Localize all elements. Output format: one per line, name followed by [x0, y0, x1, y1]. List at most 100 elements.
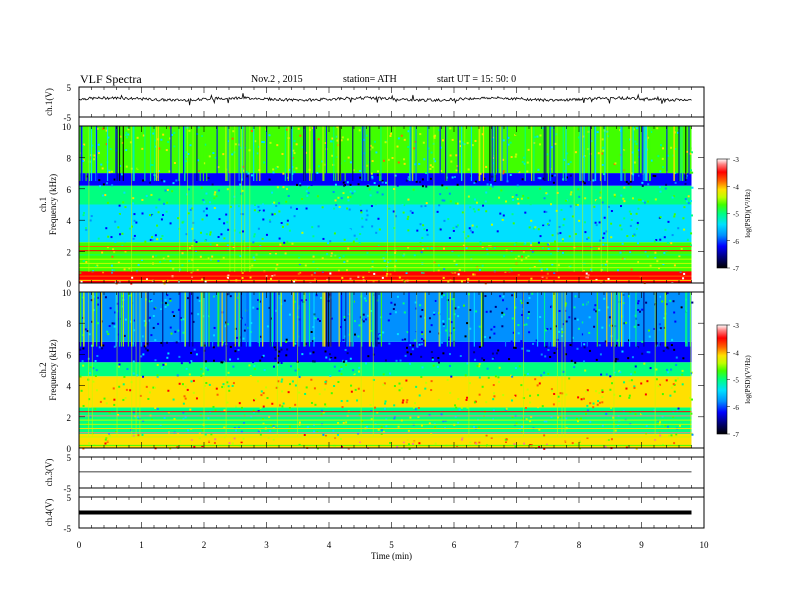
spectral-speckle: [465, 259, 468, 262]
spectral-speckle: [249, 375, 252, 378]
sferic-streak: [513, 292, 516, 347]
spectral-speckle: [566, 152, 569, 155]
sferic-streak: [269, 292, 271, 347]
spectral-speckle: [157, 211, 160, 214]
spectral-speckle: [343, 261, 346, 264]
spectral-speckle: [152, 132, 155, 135]
spectral-speckle: [284, 252, 287, 255]
spectral-speckle: [527, 311, 530, 314]
spectral-speckle: [126, 368, 129, 371]
spectral-speckle: [376, 191, 379, 194]
spectral-speckle: [432, 364, 435, 367]
spectral-speckle: [119, 135, 122, 138]
spectral-speckle: [605, 373, 608, 376]
sferic-streak: [276, 292, 278, 438]
spectral-speckle: [359, 176, 362, 179]
spectral-speckle: [104, 442, 107, 445]
spectral-speckle: [257, 227, 260, 230]
xtick-label-0: 0: [77, 540, 82, 550]
spectral-speckle: [278, 139, 281, 142]
spectral-speckle: [298, 443, 301, 446]
spectral-speckle: [457, 224, 460, 227]
spectral-speckle: [166, 279, 169, 282]
spectral-speckle: [512, 395, 515, 398]
spectral-speckle: [139, 394, 142, 397]
spectral-speckle: [633, 161, 636, 164]
spectral-speckle: [454, 307, 457, 310]
spectral-speckle: [122, 398, 125, 401]
spectral-speckle: [82, 447, 85, 450]
spectral-speckle: [394, 311, 397, 314]
spectral-speckle: [96, 322, 99, 325]
spectral-speckle: [405, 346, 408, 349]
spectral-speckle: [200, 186, 203, 189]
spectral-speckle: [645, 301, 648, 304]
spectral-speckle: [481, 385, 484, 388]
spectral-speckle: [528, 349, 531, 352]
spectral-speckle: [234, 350, 237, 353]
spectral-speckle: [610, 210, 613, 213]
spectral-speckle: [241, 406, 244, 409]
spectral-speckle: [165, 210, 168, 213]
spectral-speckle: [118, 204, 121, 207]
spectral-speckle: [465, 237, 468, 240]
spectral-speckle: [334, 199, 337, 202]
sferic-streak: [638, 126, 640, 181]
spectral-speckle: [141, 335, 144, 338]
sferic-streak: [95, 126, 98, 181]
spectral-speckle: [405, 379, 408, 382]
spectral-speckle: [482, 204, 485, 207]
spectral-speckle: [412, 263, 415, 266]
spectral-speckle: [262, 349, 265, 352]
spectral-speckle: [357, 183, 360, 186]
spectral-speckle: [147, 319, 150, 322]
spectral-speckle: [150, 319, 153, 322]
spectral-speckle: [265, 233, 268, 236]
spectral-speckle: [461, 280, 464, 283]
spectral-speckle: [392, 210, 395, 213]
spectral-speckle: [394, 215, 397, 218]
spectral-speckle: [190, 360, 193, 363]
spectral-speckle: [636, 221, 639, 224]
spectral-speckle: [637, 308, 640, 311]
spectral-speckle: [90, 299, 93, 302]
sferic-streak: [349, 292, 351, 347]
spectral-speckle: [335, 155, 338, 158]
spectral-speckle: [201, 429, 204, 432]
spectral-speckle: [110, 170, 113, 173]
spectral-speckle: [384, 141, 387, 144]
spectral-speckle: [599, 196, 602, 199]
spectral-speckle: [637, 302, 640, 305]
spectral-speckle: [389, 134, 392, 137]
spectral-speckle: [197, 186, 200, 189]
spectral-speckle: [543, 210, 546, 213]
spectral-speckle: [633, 371, 636, 374]
spectral-speckle: [646, 351, 649, 354]
narrowband-line: [79, 436, 692, 438]
spectral-speckle: [334, 183, 337, 186]
spectral-speckle: [517, 332, 520, 335]
spectral-speckle: [515, 422, 518, 425]
colorbar-label: log(PSD)(V²/Hz): [744, 189, 752, 238]
spectral-speckle: [420, 271, 423, 274]
spectral-speckle: [459, 140, 462, 143]
spectral-speckle: [312, 351, 315, 354]
spectral-speckle: [280, 221, 283, 224]
spectral-speckle: [171, 133, 174, 136]
spectral-speckle: [92, 367, 95, 370]
spectral-speckle: [207, 417, 210, 420]
spectral-speckle: [111, 255, 114, 258]
sferic-streak: [244, 126, 246, 273]
spectral-speckle: [443, 151, 446, 154]
sferic-streak: [157, 126, 159, 181]
spectral-speckle: [633, 147, 636, 150]
spectral-speckle: [136, 416, 139, 419]
spectral-speckle: [207, 257, 210, 260]
spectral-speckle: [202, 210, 205, 213]
spectral-speckle: [319, 402, 322, 405]
spectral-speckle: [520, 197, 523, 200]
spectral-speckle: [619, 251, 622, 254]
spectral-speckle: [539, 134, 542, 137]
spectral-speckle: [139, 344, 142, 347]
spectral-speckle: [273, 216, 276, 219]
